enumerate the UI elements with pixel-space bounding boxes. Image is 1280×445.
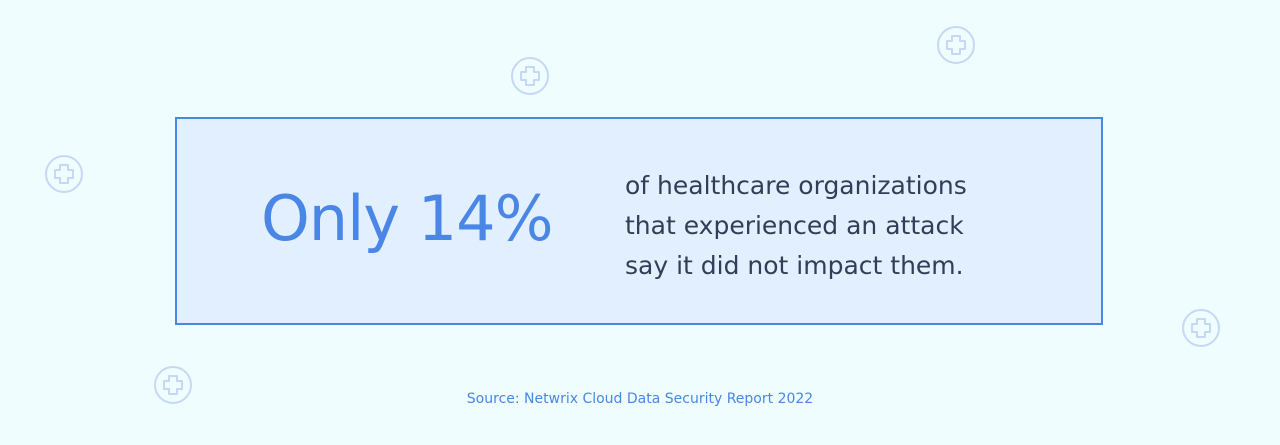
plus-circle-icon [45, 155, 83, 193]
plus-circle-icon [1182, 309, 1220, 347]
stat-description: of healthcare organizations that experie… [625, 166, 1085, 286]
stat-description-line: say it did not impact them. [625, 251, 964, 280]
plus-circle-icon [511, 57, 549, 95]
stat-description-line: of healthcare organizations [625, 171, 967, 200]
plus-circle-icon [154, 366, 192, 404]
plus-circle-icon [937, 26, 975, 64]
stat-card: Only 14% of healthcare organizations tha… [175, 117, 1103, 325]
source-citation: Source: Netwrix Cloud Data Security Repo… [466, 391, 814, 407]
stat-headline: Only 14% [261, 182, 554, 255]
stat-description-line: that experienced an attack [625, 211, 964, 240]
